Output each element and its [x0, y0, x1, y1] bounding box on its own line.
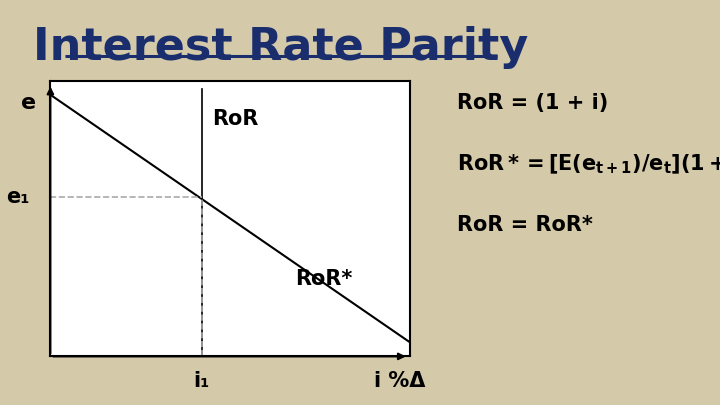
Text: $\mathbf{RoR* = [E(e_{t+1})/e_t](1 + i*)}$: $\mathbf{RoR* = [E(e_{t+1})/e_t](1 + i*)… — [457, 152, 720, 176]
Text: Interest Rate Parity: Interest Rate Parity — [33, 26, 528, 69]
Text: i₁: i₁ — [194, 371, 210, 391]
Text: i %Δ: i %Δ — [374, 371, 426, 391]
Text: e₁: e₁ — [6, 187, 30, 207]
Text: RoR*: RoR* — [295, 269, 353, 289]
Text: RoR = (1 + i): RoR = (1 + i) — [457, 93, 608, 113]
Text: RoR: RoR — [212, 109, 258, 128]
Text: RoR = RoR*: RoR = RoR* — [457, 215, 593, 235]
Text: e: e — [21, 93, 37, 113]
